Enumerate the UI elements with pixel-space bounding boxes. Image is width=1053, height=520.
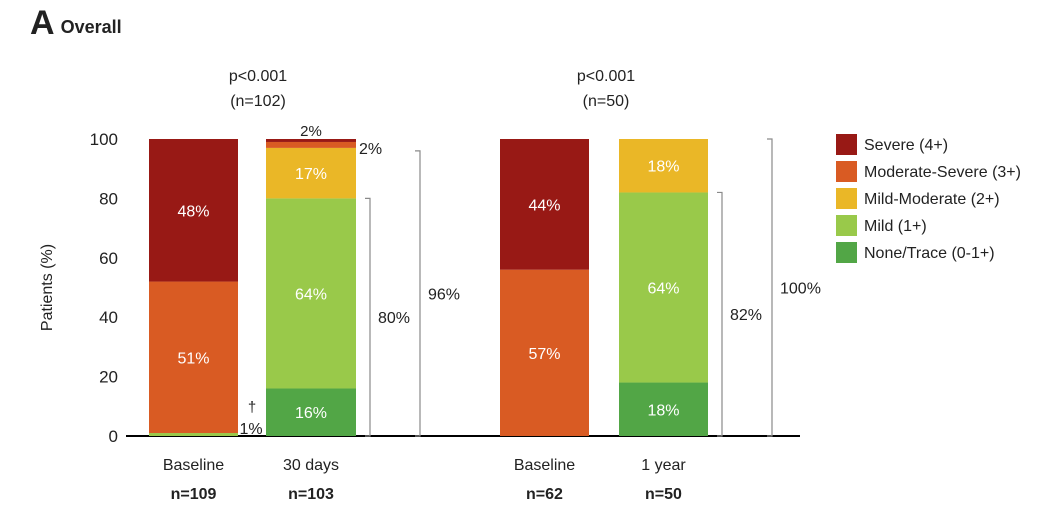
group-n-label: (n=50)	[583, 93, 630, 110]
panel-title-text: Overall	[60, 17, 122, 37]
panel-letter: A	[30, 4, 55, 42]
legend-swatch-ms	[836, 161, 857, 182]
p-value-label: p<0.001	[229, 68, 287, 85]
data-label: 64%	[647, 281, 679, 298]
x-category-label: Baseline	[163, 457, 224, 474]
legend-label: None/Trace (0-1+)	[864, 245, 995, 262]
y-tick-label: 20	[99, 368, 118, 387]
bar-segment-ms	[500, 269, 589, 436]
x-category-label: 1 year	[641, 457, 686, 474]
bracket	[767, 138, 773, 437]
bracket-label: 82%	[730, 307, 762, 324]
legend-label: Moderate-Severe (3+)	[864, 164, 1021, 181]
data-label: 57%	[528, 346, 560, 363]
data-label: 17%	[295, 166, 327, 183]
legend-swatch-none	[836, 242, 857, 263]
bracket	[365, 197, 371, 437]
data-label: 16%	[295, 405, 327, 422]
data-label: 51%	[177, 350, 209, 367]
legend-swatch-mm	[836, 188, 857, 209]
legend-swatch-sev	[836, 134, 857, 155]
panel-title: A Overall	[30, 2, 122, 40]
x-n-label: n=62	[526, 486, 563, 503]
data-label-outside: 2%	[359, 141, 382, 158]
x-n-label: n=50	[645, 486, 682, 503]
x-category-label: 30 days	[283, 457, 339, 474]
data-label-small: 1%	[239, 421, 262, 438]
bar-segment-none	[619, 382, 708, 436]
bar-segment-sev	[149, 139, 238, 282]
data-label: 48%	[177, 203, 209, 220]
bar-segment-sev	[266, 139, 356, 142]
bracket-label: 96%	[428, 286, 460, 303]
bar-segment-none	[266, 388, 356, 436]
y-tick-label: 40	[99, 308, 118, 327]
data-label: 44%	[528, 197, 560, 214]
y-tick-label: 60	[99, 249, 118, 268]
bar-segment-ms	[149, 281, 238, 434]
group-n-label: (n=102)	[230, 93, 286, 110]
data-label: 18%	[647, 402, 679, 419]
y-tick-label: 80	[99, 189, 118, 208]
x-n-label: n=109	[171, 486, 217, 503]
legend-label: Mild-Moderate (2+)	[864, 191, 1000, 208]
bar-segment-mild	[266, 198, 356, 389]
bar-segment-mm	[266, 147, 356, 199]
bracket	[415, 150, 421, 437]
legend-label: Severe (4+)	[864, 137, 948, 154]
data-label-top: 2%	[300, 123, 322, 140]
x-n-label: n=103	[288, 486, 334, 503]
dagger-annotation: †	[248, 399, 256, 416]
bar-segment-ms	[266, 141, 356, 148]
y-tick-label: 100	[90, 130, 118, 149]
bar-segment-mild	[149, 433, 238, 436]
bracket-label: 80%	[378, 310, 410, 327]
bracket	[717, 191, 723, 437]
bracket-label: 100%	[780, 281, 821, 298]
y-tick-label: 0	[109, 427, 118, 446]
p-value-label: p<0.001	[577, 68, 635, 85]
bar-segment-sev	[500, 139, 589, 270]
x-category-label: Baseline	[514, 457, 575, 474]
data-label: 64%	[295, 286, 327, 303]
legend-label: Mild (1+)	[864, 218, 927, 235]
legend-swatch-mild	[836, 215, 857, 236]
bar-segment-mm	[619, 139, 708, 193]
bar-segment-mild	[619, 192, 708, 383]
y-axis-label: Patients (%)	[39, 244, 56, 331]
data-label: 18%	[647, 159, 679, 176]
